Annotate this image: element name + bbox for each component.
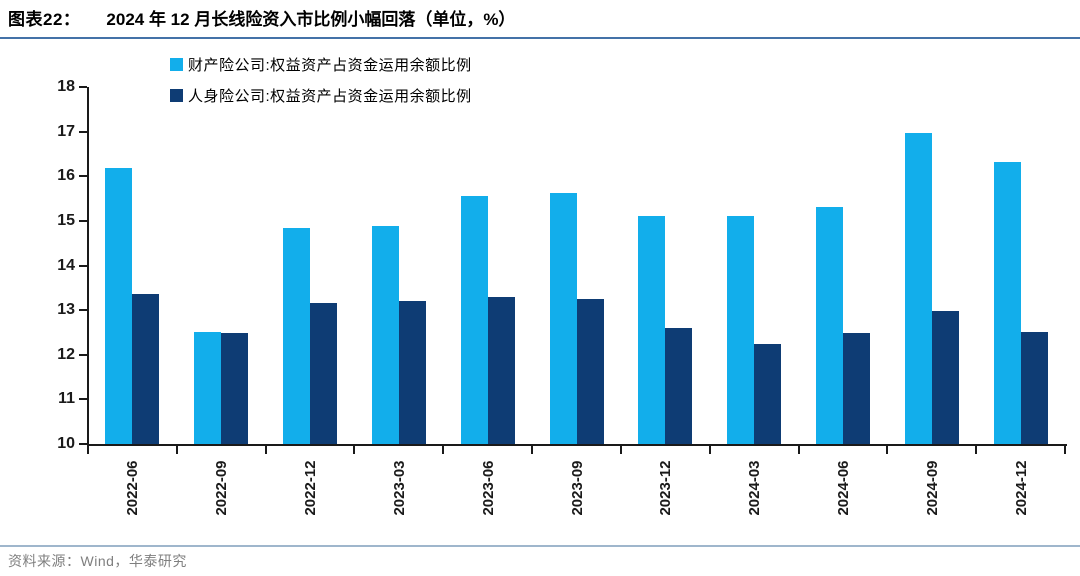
x-axis-tick xyxy=(353,446,356,454)
figure-header: 图表22： 2024 年 12 月长线险资入市比例小幅回落（单位，%） xyxy=(8,7,1072,33)
x-axis-label-box: 2023-09 xyxy=(567,443,587,533)
y-axis-tick-label: 13 xyxy=(57,301,75,319)
y-axis-tick xyxy=(79,443,87,445)
x-axis-label: 2024-09 xyxy=(923,460,941,516)
bar-property-insurance-2023-06 xyxy=(460,196,488,444)
legend-label-life-insurance: 人身险公司:权益资产占资金运用余额比例 xyxy=(188,87,472,105)
y-axis-tick-label: 10 xyxy=(57,435,75,452)
bar-life-insurance-2024-09 xyxy=(931,311,959,444)
y-axis-tick-label: 12 xyxy=(57,345,75,363)
y-axis-tick xyxy=(79,86,87,88)
x-axis-label: 2024-12 xyxy=(1012,460,1030,516)
bar-life-insurance-2023-03 xyxy=(398,300,426,444)
bar-property-insurance-2022-12 xyxy=(283,228,311,444)
bar-life-insurance-2024-06 xyxy=(842,333,870,444)
x-axis-tick xyxy=(175,446,178,454)
bar-property-insurance-2022-09 xyxy=(194,332,222,444)
x-axis-label-box: 2023-06 xyxy=(478,443,498,533)
y-axis-tick xyxy=(79,398,87,401)
y-axis-tick-label: 15 xyxy=(57,211,75,229)
x-axis-tick xyxy=(708,446,711,454)
x-axis-label-box: 2023-12 xyxy=(655,443,675,533)
x-axis-label-box: 2024-03 xyxy=(744,443,764,533)
bar-life-insurance-2024-12 xyxy=(1020,332,1048,444)
bar-life-insurance-2022-06 xyxy=(132,293,160,444)
legend-item-life-insurance: 人身险公司:权益资产占资金运用余额比例 xyxy=(170,86,472,105)
x-axis-label: 2022-12 xyxy=(301,460,319,516)
x-axis-label-box: 2022-06 xyxy=(122,443,142,533)
y-axis-tick xyxy=(79,130,87,133)
legend-swatch-life-insurance xyxy=(170,88,183,102)
y-axis-tick xyxy=(79,219,87,222)
y-axis-tick-label: 11 xyxy=(58,390,75,408)
bar-property-insurance-2023-03 xyxy=(371,226,399,444)
x-axis-tick xyxy=(442,446,445,454)
x-axis-label: 2024-06 xyxy=(834,460,852,516)
x-axis-line xyxy=(87,444,1067,446)
source-note: 资料来源：Wind，华泰研究 xyxy=(8,553,187,569)
x-axis-tick xyxy=(531,446,534,454)
x-axis-label-box: 2022-09 xyxy=(211,443,231,533)
x-axis-tick xyxy=(886,446,889,454)
x-axis-label: 2024-03 xyxy=(745,460,763,516)
bar-property-insurance-2022-06 xyxy=(105,167,133,444)
bar-property-insurance-2024-06 xyxy=(815,207,843,444)
legend-label-property-insurance: 财产险公司:权益资产占资金运用余额比例 xyxy=(188,56,472,74)
x-axis-label: 2023-12 xyxy=(656,460,674,516)
x-axis-label-box: 2024-06 xyxy=(833,443,853,533)
bar-property-insurance-2023-12 xyxy=(638,216,666,444)
y-axis-tick xyxy=(79,309,87,312)
legend-swatch-property-insurance xyxy=(170,57,183,71)
y-axis-tick-label: 14 xyxy=(57,256,75,274)
x-axis-tick xyxy=(797,446,800,454)
x-axis-label-box: 2024-12 xyxy=(1011,443,1031,533)
chart-legend: 财产险公司:权益资产占资金运用余额比例 人身险公司:权益资产占资金运用余额比例 xyxy=(170,55,472,105)
x-axis-label-box: 2024-09 xyxy=(922,443,942,533)
y-axis-tick xyxy=(79,264,87,267)
y-axis-tick-label: 18 xyxy=(57,78,75,95)
x-axis-label: 2023-03 xyxy=(390,460,408,516)
bar-life-insurance-2023-06 xyxy=(487,296,515,444)
x-axis-tick xyxy=(619,446,622,454)
bar-life-insurance-2023-09 xyxy=(576,298,604,444)
y-axis-tick xyxy=(79,175,87,178)
bar-property-insurance-2024-09 xyxy=(904,133,932,444)
x-axis-label: 2023-06 xyxy=(479,460,497,516)
x-axis-label-box: 2023-03 xyxy=(389,443,409,533)
legend-item-property-insurance: 财产险公司:权益资产占资金运用余额比例 xyxy=(170,55,472,74)
x-axis-label: 2022-09 xyxy=(212,460,230,516)
x-axis-tick xyxy=(975,446,978,454)
x-axis-tick xyxy=(1064,446,1066,454)
x-axis-tick xyxy=(87,446,89,454)
x-axis-label: 2023-09 xyxy=(568,460,585,516)
bar-life-insurance-2023-12 xyxy=(665,328,693,444)
figure-number: 图表22： xyxy=(8,10,81,29)
x-axis-tick xyxy=(264,446,267,454)
bar-life-insurance-2022-09 xyxy=(221,332,249,444)
x-axis-label-box: 2022-12 xyxy=(300,443,320,533)
figure-title: 2024 年 12 月长线险资入市比例小幅回落（单位，%） xyxy=(106,10,516,29)
bar-property-insurance-2024-12 xyxy=(993,161,1021,444)
bar-life-insurance-2022-12 xyxy=(310,302,338,444)
y-axis-tick xyxy=(79,353,87,356)
title-divider xyxy=(0,37,1080,39)
footer-divider xyxy=(0,545,1080,547)
bar-property-insurance-2023-09 xyxy=(549,192,577,444)
bar-property-insurance-2024-03 xyxy=(727,215,755,444)
y-axis-tick-label: 17 xyxy=(57,122,75,140)
bar-life-insurance-2024-03 xyxy=(754,343,782,444)
x-axis-label: 2022-06 xyxy=(123,460,141,516)
y-axis-tick-label: 16 xyxy=(57,167,75,185)
y-axis-line xyxy=(87,87,89,446)
